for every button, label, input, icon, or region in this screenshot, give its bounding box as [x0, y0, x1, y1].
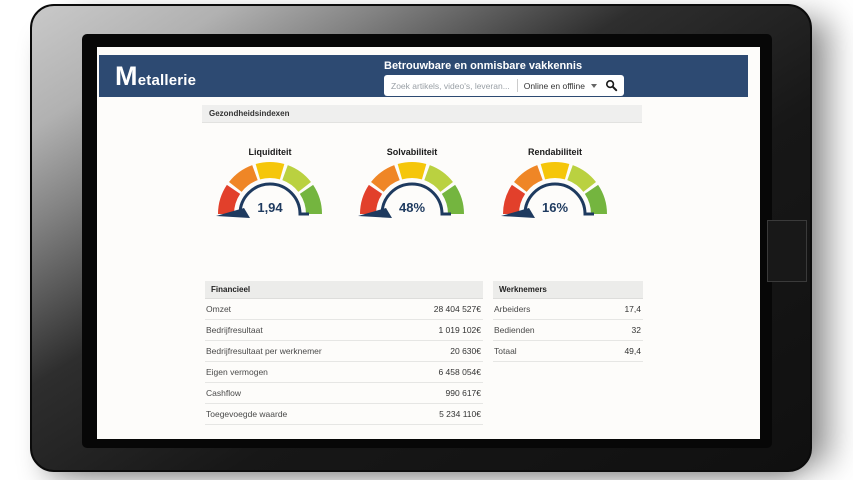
row-value: 5 234 110€ — [439, 409, 481, 419]
row-label: Bedrijfresultaat per werknemer — [206, 346, 322, 356]
table-row: Bedienden 32 — [493, 320, 643, 341]
magnifier-icon[interactable] — [605, 79, 618, 92]
search-scope-label: Online en offline — [523, 80, 585, 91]
gauge-title: Rendabiliteit — [527, 147, 582, 157]
row-value: 6 458 054€ — [438, 367, 481, 377]
gauge-chart: 1,94 — [216, 161, 322, 218]
table-header: Financieel — [205, 281, 483, 299]
row-label: Toegevoegde waarde — [206, 409, 288, 419]
svg-text:1,94: 1,94 — [257, 200, 283, 215]
gauge-title: Liquiditeit — [248, 147, 292, 157]
row-label: Omzet — [206, 304, 232, 314]
table-row: Eigen vermogen 6 458 054€ — [205, 362, 483, 383]
tagline: Betrouwbare en onmisbare vakkennis — [384, 60, 583, 72]
row-label: Cashflow — [206, 388, 241, 398]
chevron-down-icon — [591, 83, 597, 88]
tablet-side-port — [767, 220, 807, 282]
table-row: Totaal 49,4 — [493, 341, 643, 362]
gauge-chart: 16% — [501, 161, 607, 218]
search-scope-dropdown[interactable]: Online en offline — [524, 81, 597, 91]
table-row: Toegevoegde waarde 5 234 110€ — [205, 404, 483, 425]
table-row: Bedrijfresultaat per werknemer 20 630€ — [205, 341, 483, 362]
brand-logo-rest: etallerie — [137, 71, 197, 89]
gauge-liquiditeit: Liquiditeit 1,94 — [215, 147, 325, 221]
header-center: Betrouwbare en onmisbare vakkennis Onlin… — [384, 60, 634, 96]
svg-text:48%: 48% — [399, 200, 425, 215]
table-row: Arbeiders 17,4 — [493, 299, 643, 320]
employees-table: Werknemers Arbeiders 17,4 Bedienden 32 T… — [493, 281, 643, 362]
financial-table: Financieel Omzet 28 404 527€ Bedrijfresu… — [205, 281, 483, 425]
search-input[interactable] — [391, 80, 511, 91]
row-label: Arbeiders — [494, 304, 531, 314]
row-label: Bedienden — [494, 325, 535, 335]
search-divider — [516, 79, 518, 92]
row-value: 1 019 102€ — [438, 325, 481, 335]
table-row: Bedrijfresultaat 1 019 102€ — [205, 320, 483, 341]
gauge-solvabiliteit: Solvabiliteit 48% — [357, 147, 467, 221]
gauge-rendabiliteit: Rendabiliteit 16% — [500, 147, 610, 221]
row-value: 28 404 527€ — [433, 304, 481, 314]
row-value: 20 630€ — [450, 346, 481, 356]
row-value: 49,4 — [624, 346, 641, 356]
row-value: 17,4 — [624, 304, 641, 314]
row-value: 990 617€ — [445, 388, 481, 398]
row-label: Eigen vermogen — [206, 367, 268, 377]
section-header: Gezondheidsindexen — [202, 105, 642, 123]
table-row: Omzet 28 404 527€ — [205, 299, 483, 320]
search-bar[interactable]: Online en offline — [384, 75, 624, 96]
gauge-chart: 48% — [358, 161, 464, 218]
gauge-title: Solvabiliteit — [386, 147, 438, 157]
brand-logo-initial: M — [115, 60, 138, 91]
row-value: 32 — [631, 325, 641, 335]
svg-text:16%: 16% — [542, 200, 568, 215]
table-header: Werknemers — [493, 281, 643, 299]
row-label: Totaal — [494, 346, 517, 356]
table-row: Cashflow 990 617€ — [205, 383, 483, 404]
row-label: Bedrijfresultaat — [206, 325, 263, 335]
